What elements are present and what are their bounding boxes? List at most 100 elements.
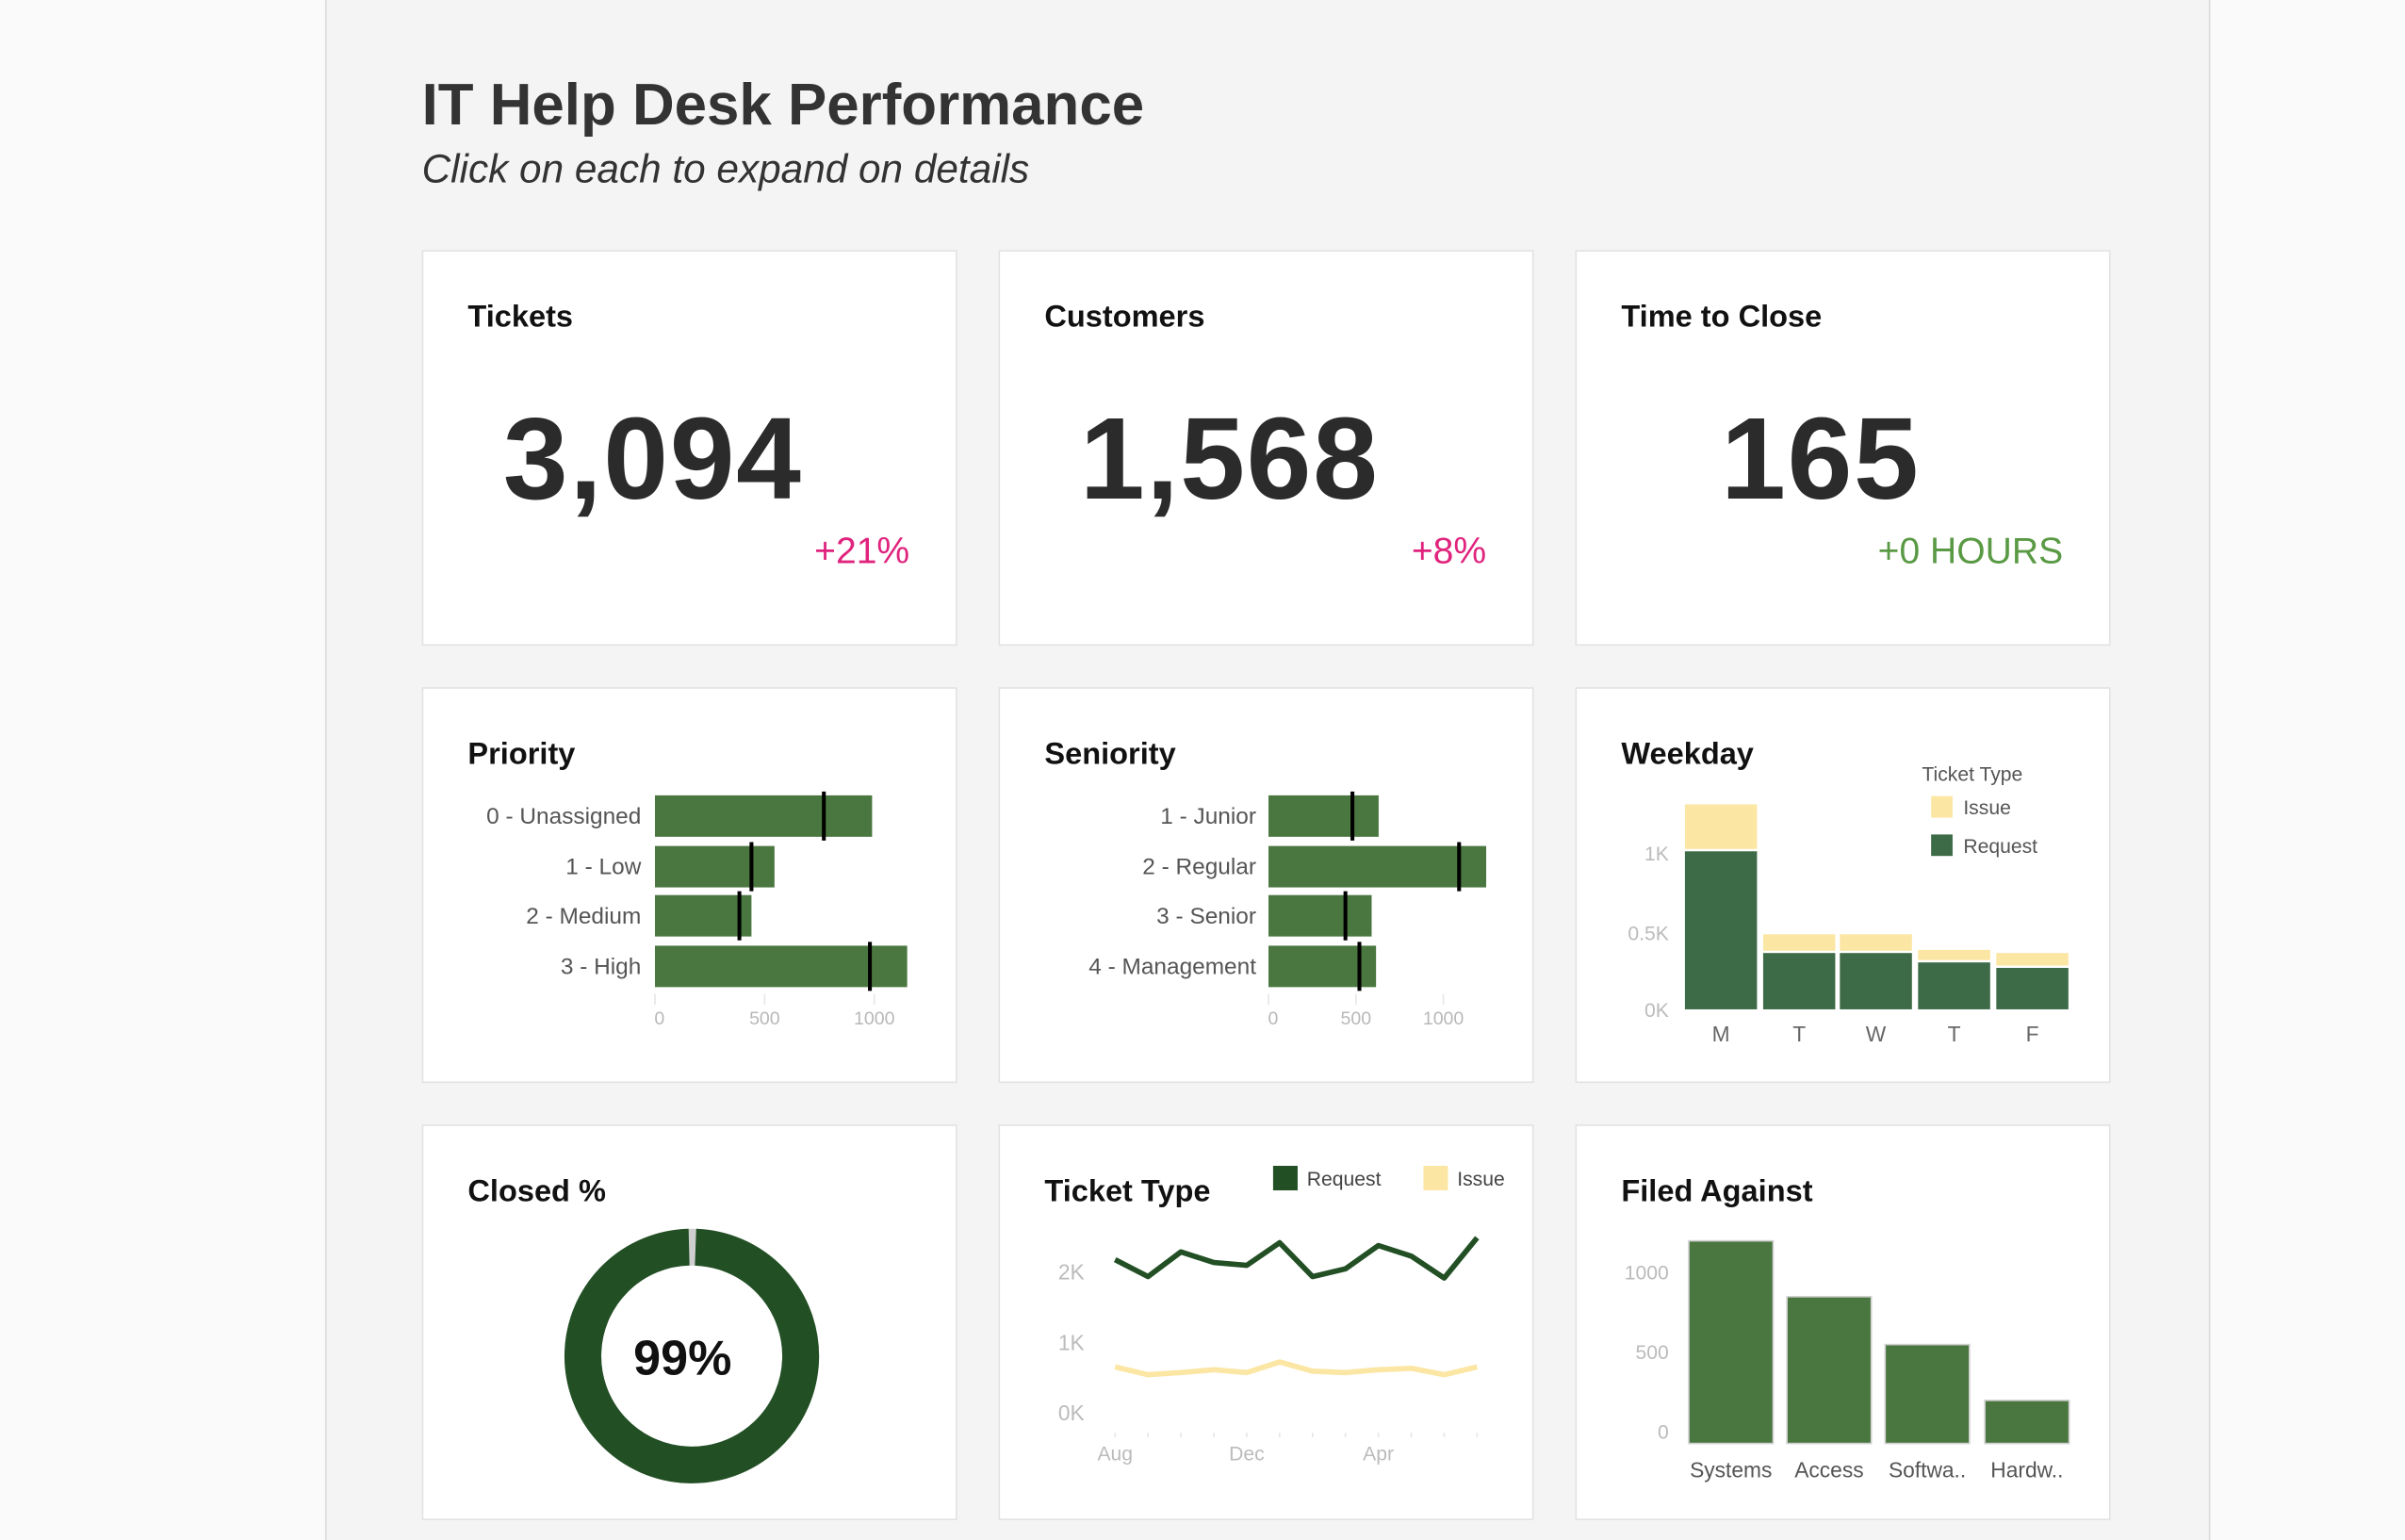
ticket-type-card[interactable]: Ticket Type 0K 1K 2K Aug Dec Apr Request Issue	[998, 1124, 1534, 1520]
kpi-value: 1,568	[1079, 394, 1380, 525]
x-tick-label: M	[1712, 1022, 1730, 1046]
bar-issue	[1762, 934, 1836, 951]
closed-card[interactable]: Closed % 99%	[421, 1124, 957, 1520]
chart-title: Seniority	[1044, 737, 1176, 772]
category-label: 0 - Unassigned	[486, 804, 641, 829]
kpi-card-customers[interactable]: Customers 1,568 +8%	[998, 250, 1534, 647]
weekday-chart: 0K 0.5K 1K M T W T F Ticket Type Issue Request	[1628, 763, 2069, 1046]
bar-request	[1840, 953, 1912, 1009]
legend-swatch-request	[1931, 834, 1953, 857]
kpi-delta: +21%	[814, 531, 910, 573]
x-tick-label: 0	[654, 1008, 664, 1029]
filed-against-chart: 0 500 1000 Systems Access Softwa.. Hardw..	[1625, 1239, 2070, 1482]
x-tick-label: 500	[1341, 1008, 1372, 1029]
category-label: 2 - Regular	[1142, 855, 1256, 880]
weekday-card[interactable]: Weekday 0K 0.5K 1K M T W T F Ticket Type Issue Req…	[1575, 687, 2111, 1084]
y-tick-label: 1000	[1625, 1262, 1669, 1284]
x-tick-label: W	[1866, 1022, 1887, 1046]
x-tick-label: 500	[749, 1008, 780, 1029]
bar-issue	[1840, 934, 1912, 951]
donut-label: 99%	[633, 1331, 731, 1385]
category-label: 2 - Medium	[526, 904, 641, 929]
chart-title: Ticket Type	[1044, 1174, 1211, 1209]
legend-swatch-request	[1272, 1165, 1298, 1191]
bar	[1268, 795, 1379, 837]
bar-request	[1684, 851, 1758, 1009]
bar	[1884, 1343, 1971, 1445]
ticket-type-chart: 0K 1K 2K Aug Dec Apr Request Issue	[1058, 1165, 1505, 1465]
bar	[654, 945, 908, 988]
category-label: 3 - Senior	[1156, 904, 1256, 929]
bar	[1268, 845, 1487, 888]
y-tick-label: 1K	[1058, 1330, 1085, 1354]
bar-issue	[1684, 804, 1758, 849]
kpi-title: Tickets	[467, 301, 574, 335]
x-tick-label: T	[1792, 1022, 1806, 1046]
y-tick-label: 500	[1636, 1342, 1669, 1364]
x-tick-label: 1000	[1423, 1008, 1464, 1029]
legend-label: Request	[1963, 836, 2037, 858]
y-tick-label: 1K	[1644, 844, 1669, 865]
kpi-delta: +8%	[1411, 531, 1487, 573]
line-request	[1113, 1236, 1480, 1281]
x-tick-label: Dec	[1229, 1443, 1265, 1465]
filed-against-card[interactable]: Filed Against 0 500 1000 Systems Access Softw…	[1575, 1124, 2111, 1520]
priority-card[interactable]: Priority 0 - Unassigned 1 - Low 2 - Medium…	[421, 687, 957, 1084]
line-issue	[1114, 1359, 1479, 1378]
bar	[654, 894, 752, 937]
kpi-value: 165	[1721, 394, 1921, 525]
x-tick-label: Hardw..	[1990, 1457, 2063, 1482]
y-tick-label: 0	[1658, 1422, 1669, 1444]
x-tick-label: F	[2026, 1022, 2039, 1046]
kpi-value: 3,094	[502, 394, 803, 525]
seniority-card[interactable]: Seniority 1 - Junior 2 - Regular 3 - Senio…	[998, 687, 1534, 1084]
bar	[654, 845, 775, 888]
chart-title: Weekday	[1621, 737, 1754, 772]
chart-title: Filed Against	[1621, 1174, 1813, 1209]
chart-title: Priority	[467, 737, 576, 772]
y-tick-label: 2K	[1058, 1259, 1085, 1284]
kpi-card-time-to-close[interactable]: Time to Close 165 +0 HOURS	[1575, 250, 2111, 647]
legend-swatch-issue	[1931, 795, 1953, 818]
x-tick-label: Systems	[1690, 1457, 1772, 1482]
x-tick-label: Apr	[1363, 1443, 1394, 1465]
seniority-chart: 1 - Junior 2 - Regular 3 - Senior 4 - Manag…	[1088, 791, 1487, 1029]
bar-issue	[1918, 949, 1990, 960]
bar	[1984, 1400, 2070, 1445]
closed-chart: 99%	[564, 1228, 820, 1483]
donut-arc	[564, 1228, 820, 1483]
legend-swatch-issue	[1423, 1165, 1448, 1191]
category-label: 4 - Management	[1088, 955, 1256, 980]
bar-request	[1762, 953, 1836, 1009]
category-label: 1 - Junior	[1160, 804, 1256, 829]
kpi-title: Customers	[1044, 301, 1205, 335]
legend-label: Issue	[1457, 1169, 1505, 1190]
kpi-card-tickets[interactable]: Tickets 3,094 +21%	[421, 250, 957, 647]
bar-request	[1918, 962, 1990, 1009]
x-tick-label: Access	[1794, 1457, 1863, 1482]
page-subtitle: Click on each to expand on details	[421, 145, 1030, 192]
y-tick-label: 0.5K	[1628, 924, 1668, 945]
y-tick-label: 0K	[1644, 1000, 1669, 1022]
x-tick-label: T	[1948, 1022, 1961, 1046]
legend-label: Request	[1307, 1169, 1382, 1190]
x-tick-label: 1000	[854, 1008, 895, 1029]
chart-title: Closed %	[467, 1174, 606, 1209]
bar	[1786, 1296, 1873, 1445]
y-tick-label: 0K	[1058, 1401, 1085, 1425]
x-tick-label: 0	[1268, 1008, 1278, 1029]
bar	[1688, 1239, 1775, 1445]
legend-title: Ticket Type	[1922, 763, 2022, 785]
bar	[1268, 894, 1372, 937]
x-tick-label: Softwa..	[1889, 1457, 1966, 1482]
bar-request	[1996, 967, 2069, 1009]
priority-chart: 0 - Unassigned 1 - Low 2 - Medium 3 - High 0…	[486, 791, 908, 1029]
page-title: IT Help Desk Performance	[421, 74, 1145, 139]
x-tick-label: Aug	[1097, 1443, 1133, 1465]
bar	[654, 795, 873, 837]
legend-label: Issue	[1963, 797, 2011, 819]
category-label: 3 - High	[561, 955, 641, 980]
category-label: 1 - Low	[565, 855, 641, 880]
kpi-title: Time to Close	[1621, 301, 1823, 335]
